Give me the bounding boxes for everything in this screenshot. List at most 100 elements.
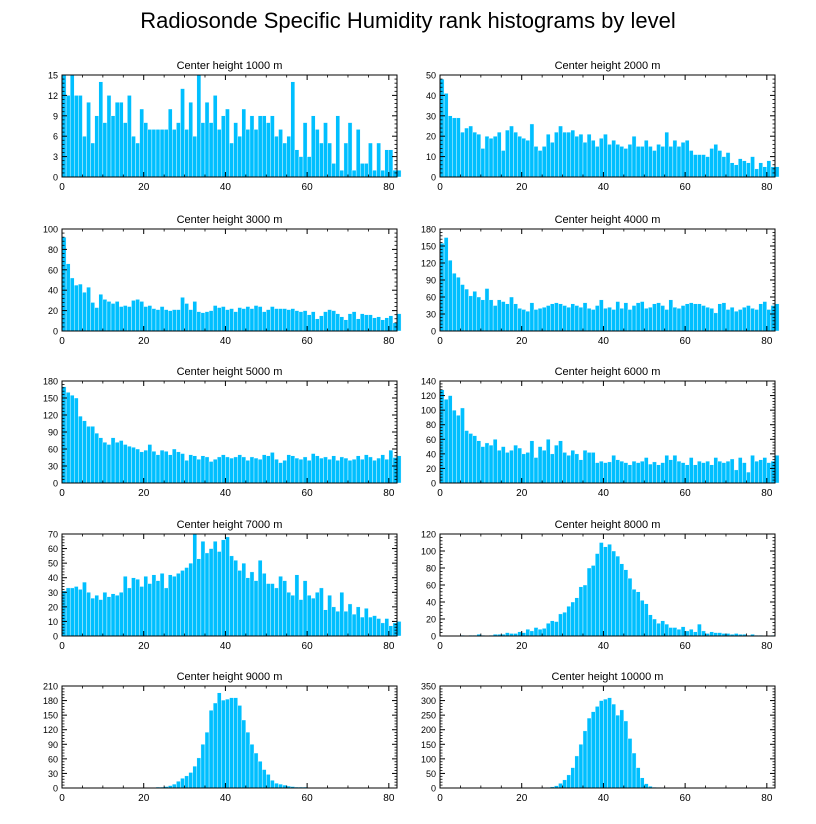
- y-tick-label: 20: [48, 306, 58, 316]
- histogram-bar: [639, 146, 645, 178]
- histogram-bar: [114, 442, 120, 484]
- histogram-bar: [257, 560, 263, 637]
- histogram-bar: [139, 586, 144, 637]
- plot-frame: [61, 533, 398, 637]
- x-tick-label: 20: [516, 793, 528, 804]
- histogram-bar: [505, 452, 510, 484]
- histogram-bar: [595, 462, 600, 484]
- histogram-bar: [221, 306, 226, 332]
- histogram-bar: [562, 452, 567, 484]
- histogram-bar: [574, 755, 580, 789]
- histogram-bar: [360, 459, 365, 484]
- x-tick-label: 60: [302, 336, 314, 347]
- histogram-bar: [257, 761, 263, 789]
- y-tick-label: 100: [43, 225, 58, 235]
- histogram-bar: [578, 459, 584, 484]
- histogram-bar: [396, 313, 402, 332]
- histogram-bar: [697, 154, 702, 178]
- histogram-bar: [631, 752, 637, 789]
- histogram-bar: [689, 150, 694, 178]
- histogram-bar: [578, 586, 584, 637]
- histogram-bar: [525, 140, 531, 178]
- histogram-bar: [360, 163, 365, 178]
- histogram-bar: [233, 697, 238, 789]
- plot-frame: [439, 685, 776, 789]
- y-tick-label: 100: [421, 754, 436, 764]
- histogram-bar: [196, 558, 202, 637]
- histogram-bar: [623, 720, 629, 789]
- histogram-bar: [261, 769, 267, 789]
- histogram-bar: [180, 88, 185, 178]
- histogram-bar: [615, 459, 620, 484]
- histogram-bar: [505, 632, 510, 637]
- histogram-bar: [274, 587, 279, 637]
- histogram-bar: [529, 630, 535, 637]
- histogram-bar: [204, 456, 210, 484]
- histogram-bar: [513, 303, 518, 332]
- histogram-bar: [106, 444, 112, 484]
- histogram-bar: [245, 306, 251, 332]
- histogram-bar: [217, 551, 222, 637]
- histogram-bar: [261, 573, 267, 637]
- histogram-bar: [586, 452, 592, 484]
- histogram-bar: [684, 140, 690, 178]
- histogram-bar: [98, 81, 104, 178]
- histogram-bar: [327, 459, 332, 484]
- histogram-bar: [452, 409, 457, 484]
- histogram-bar: [713, 632, 719, 637]
- histogram-bar: [217, 692, 222, 789]
- histogram-bar: [631, 589, 637, 637]
- y-tick-label: 9: [53, 111, 58, 121]
- histogram-bar: [525, 310, 531, 332]
- histogram-bar: [680, 142, 686, 178]
- histogram-bar: [693, 464, 698, 484]
- y-tick-label: 12: [48, 91, 58, 101]
- histogram-bar: [384, 149, 390, 178]
- histogram-bar: [476, 296, 482, 332]
- histogram-bar: [443, 237, 449, 332]
- x-tick-label: 60: [302, 641, 314, 652]
- x-tick-label: 20: [138, 488, 150, 499]
- histogram-bar: [497, 131, 502, 178]
- histogram-bar: [212, 459, 218, 484]
- histogram-bar: [541, 450, 547, 484]
- histogram-bar: [78, 283, 83, 332]
- y-tick-label: 60: [48, 544, 58, 554]
- histogram-bar: [664, 131, 669, 178]
- histogram-bar: [480, 299, 486, 332]
- plot-frame: [439, 74, 776, 178]
- histogram-bar: [701, 154, 706, 178]
- y-tick-label: 30: [426, 310, 436, 320]
- histogram-bar: [339, 456, 345, 484]
- histogram-bar: [705, 307, 710, 332]
- histogram-bar: [282, 142, 287, 178]
- histogram-bar: [249, 115, 255, 178]
- histogram-bar: [635, 767, 641, 789]
- histogram-bar: [364, 163, 369, 178]
- histogram-bar: [603, 308, 608, 332]
- histogram-bar: [208, 461, 214, 484]
- histogram-bar: [225, 698, 230, 789]
- histogram-bar: [319, 142, 324, 178]
- histogram-bar: [172, 783, 177, 789]
- x-tick-label: 0: [59, 488, 65, 499]
- histogram-bar: [623, 462, 629, 484]
- x-tick-label: 40: [598, 793, 610, 804]
- y-tick-label: 120: [421, 391, 436, 401]
- histogram-bar: [388, 315, 394, 332]
- histogram-bar: [302, 456, 308, 484]
- x-tick-label: 80: [761, 488, 773, 499]
- histogram-bar: [774, 166, 780, 178]
- histogram-bar: [627, 309, 633, 332]
- histogram-bar: [74, 95, 79, 178]
- histogram-bar: [611, 703, 616, 789]
- y-tick-label: 80: [48, 245, 58, 255]
- histogram-bar: [339, 316, 345, 332]
- histogram-bar: [335, 611, 341, 637]
- histogram-bar: [672, 307, 678, 332]
- histogram-bar: [656, 302, 661, 332]
- histogram-bar: [578, 133, 584, 178]
- histogram-bar: [143, 122, 149, 178]
- histogram-bar: [147, 444, 153, 484]
- x-tick-label: 0: [437, 488, 443, 499]
